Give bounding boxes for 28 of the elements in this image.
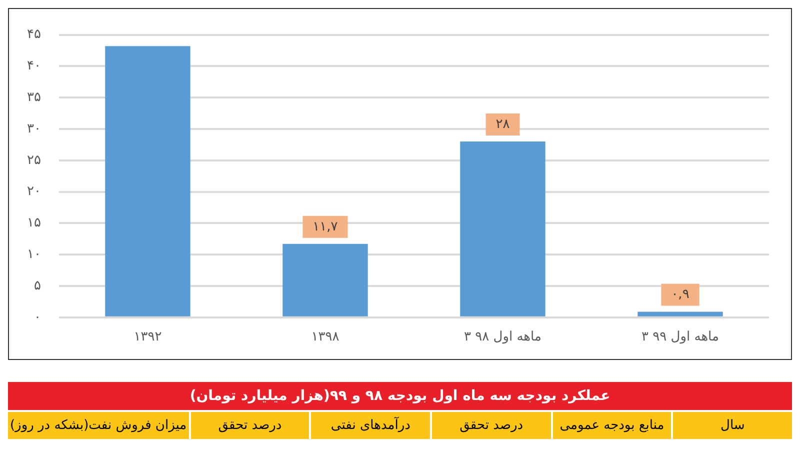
data-label: ۱۱,۷ [312,219,338,234]
data-label: ۲۸ [496,116,510,132]
bar [105,46,190,316]
text: درآمدهای نفتی [311,412,430,439]
text: عملکرد بودجه سه ماه اول بودجه ۹۸ و ۹۹(هزار میلیارد تومان) [8,382,792,410]
bar [282,244,368,316]
data-label: ۰,۹ [671,287,690,302]
y-tick-label: ۲۰ [26,184,41,200]
bar [638,312,723,316]
y-tick-label: ۳۵ [26,90,41,105]
x-tick-label: ۳ ماهه اول ۹۸ [464,330,542,345]
y-tick-label: ۳۰ [26,121,41,136]
text: میزان فروش نفت(بشکه در روز) [8,412,189,439]
y-tick-label: ۲۵ [26,152,41,168]
y-tick-label: ۱۵ [26,216,41,231]
x-tick-label: ۱۳۹۲ [134,330,162,345]
y-tick-label: ۰ [34,310,41,325]
text: سال [673,412,792,439]
y-tick-label: ۱۰ [26,246,41,262]
text: درصد تحقق [190,412,310,439]
y-tick-label: ۴۵ [26,27,41,42]
bar [460,142,546,316]
x-tick-label: ۱۳۹۸ [311,330,340,345]
x-tick-label: ۳ ماهه اول ۹۹ [642,330,719,345]
text: درصد تحقق [432,412,551,439]
text: منابع بودجه عمومی [552,412,672,439]
y-tick-label: ۵ [34,278,41,294]
y-tick-label: ۴۰ [26,58,41,74]
